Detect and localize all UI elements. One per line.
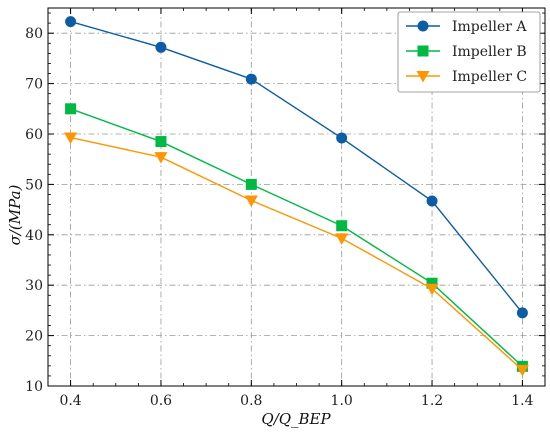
data-point [336,132,348,144]
legend-box [397,11,541,93]
series-3 [64,132,529,377]
data-point [155,41,167,53]
x-tick-label: 1.0 [331,393,353,409]
legend-entry: Impeller C [406,69,527,85]
series-line [70,136,523,371]
y-tick-label: 50 [25,177,43,193]
legend-marker [417,45,429,57]
y-tick-label: 70 [25,77,43,93]
x-axis-label: Q/Q_BEP [261,410,331,428]
series-lines [64,16,529,377]
legend-entry: Impeller A [406,19,527,35]
legend-label: Impeller A [452,19,527,35]
series-2 [65,103,528,372]
data-point [65,16,77,28]
data-point [516,307,528,319]
x-tick-label: 1.4 [511,393,533,409]
data-point [155,136,167,148]
legend: Impeller A Impeller B Impeller C [397,11,541,93]
data-point [154,152,168,164]
x-tick-label: 0.6 [150,393,172,409]
legend-label: Impeller B [452,44,527,60]
y-axis-label: σ/(MPa) [6,184,24,245]
data-point [425,283,439,296]
data-point [336,220,348,232]
y-tick-label: 60 [25,127,43,143]
legend-entry: Impeller B [406,44,527,60]
data-point [245,73,257,85]
y-tick-label: 30 [25,278,43,294]
legend-marker [416,71,430,83]
y-tick-label: 10 [25,379,43,395]
x-tick-label: 0.4 [59,393,81,409]
data-point [426,195,438,207]
data-point [335,233,349,245]
data-point [64,132,78,145]
data-point [515,364,529,377]
data-point [245,178,257,190]
data-point [244,195,258,208]
y-tick-label: 80 [25,26,43,42]
y-tick-label: 20 [25,329,43,345]
series-line [70,20,523,314]
x-tick-label: 1.2 [421,393,443,409]
series-line [70,108,523,367]
legend-label: Impeller C [452,69,527,85]
series-1 [65,16,528,319]
data-point [65,103,77,115]
data-point [426,277,438,289]
y-axis: 10 20 30 40 50 60 70 80 [25,12,545,395]
y-tick-label: 40 [25,228,43,244]
legend-marker [417,20,429,32]
x-axis: 0.4 0.6 0.8 1.0 1.2 1.4 [59,8,534,409]
x-tick-label: 0.8 [240,393,262,409]
